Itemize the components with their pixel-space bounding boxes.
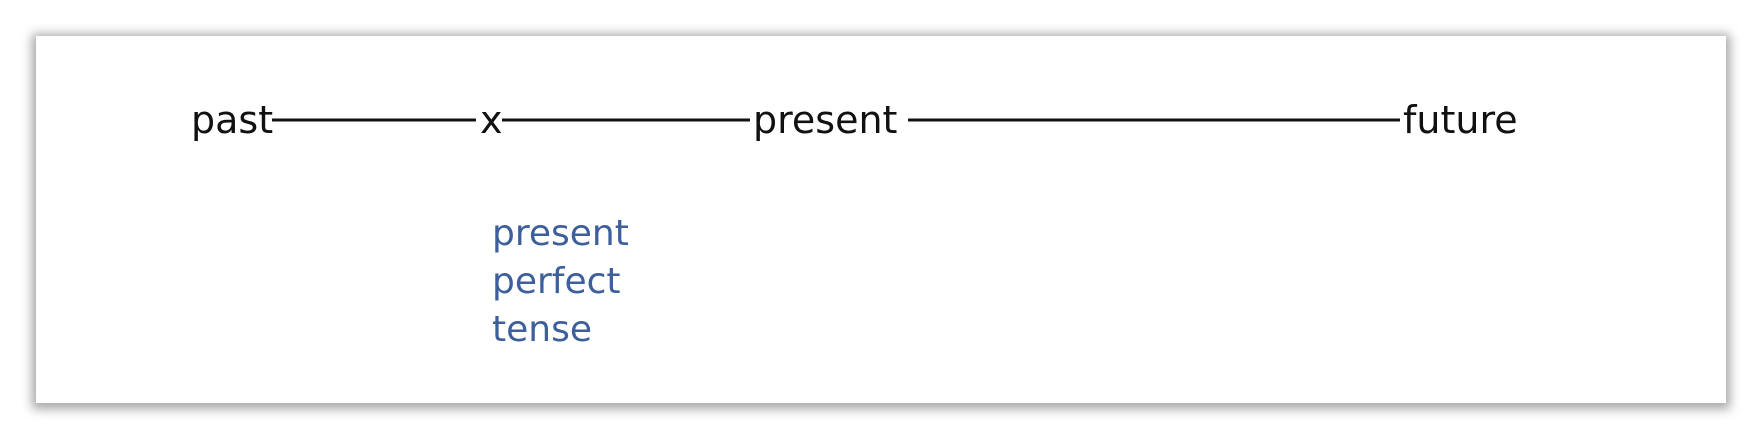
timeline: past x present future [191,98,1518,142]
tense-annotation: present perfect tense [492,210,629,354]
timeline-label-past: past [191,98,273,142]
timeline-label-future: future [1403,98,1518,142]
timeline-label-present: present [753,98,897,142]
timeline-marker-x: x [480,98,503,142]
annotation-line-1: present [492,213,629,254]
annotation-line-3: tense [492,309,592,350]
diagram-card: past x present future present perfect te… [36,36,1726,403]
annotation-line-2: perfect [492,261,621,302]
